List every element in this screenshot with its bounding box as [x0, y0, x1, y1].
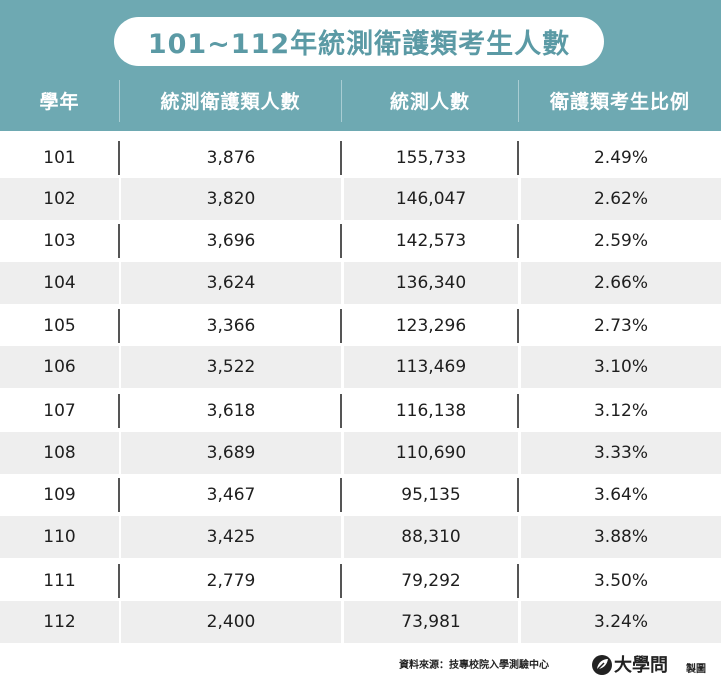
total-count-cell: 136,340 [344, 262, 518, 304]
header-divider [119, 80, 120, 122]
table-row: 105 3,366 123,296 2.73% [0, 305, 721, 347]
column-divider [340, 224, 342, 258]
health-count-cell: 3,876 [206, 148, 256, 168]
year-cell: 110 [0, 516, 119, 558]
table-row: 110 3,425 88,310 3.88% [0, 516, 721, 558]
health-count-cell: 3,624 [121, 262, 341, 304]
table-row: 101 3,876 155,733 2.49% [0, 137, 721, 179]
table-row: 102 3,820 146,047 2.62% [0, 178, 721, 220]
table-header-band: 101~112年統測衛護類考生人數 [0, 0, 721, 131]
table-row: 109 3,467 95,135 3.64% [0, 474, 721, 516]
brand-logo-text: 大學問 [614, 655, 668, 676]
ratio-cell: 3.88% [521, 516, 721, 558]
year-cell: 112 [0, 601, 119, 643]
column-divider [517, 309, 519, 343]
chart-title: 101~112年統測衛護類考生人數 [114, 17, 604, 66]
health-count-cell: 3,689 [121, 432, 341, 474]
column-header-year: 學年 [39, 90, 80, 113]
total-count-cell: 79,292 [401, 571, 461, 591]
column-divider [118, 141, 120, 175]
total-count-cell: 146,047 [344, 178, 518, 220]
health-count-cell: 3,522 [121, 346, 341, 388]
ratio-cell: 3.50% [593, 571, 648, 591]
total-count-cell: 123,296 [395, 316, 467, 336]
year-cell: 109 [43, 485, 76, 505]
ratio-cell: 2.66% [521, 262, 721, 304]
column-divider [118, 394, 120, 428]
header-divider [518, 80, 519, 122]
column-divider [340, 478, 342, 512]
total-count-cell: 73,981 [344, 601, 518, 643]
column-divider [340, 394, 342, 428]
table-row: 112 2,400 73,981 3.24% [0, 601, 721, 643]
ratio-cell: 3.33% [521, 432, 721, 474]
total-count-cell: 88,310 [344, 516, 518, 558]
year-cell: 105 [43, 316, 76, 336]
column-divider [340, 141, 342, 175]
column-header-health-count: 統測衛護類人數 [160, 90, 301, 113]
ratio-cell: 3.12% [593, 401, 648, 421]
year-cell: 108 [0, 432, 119, 474]
health-count-cell: 3,820 [121, 178, 341, 220]
year-cell: 101 [43, 148, 76, 168]
column-divider [517, 478, 519, 512]
health-count-cell: 3,425 [121, 516, 341, 558]
ratio-cell: 2.73% [593, 316, 648, 336]
ratio-cell: 2.62% [521, 178, 721, 220]
year-cell: 104 [0, 262, 119, 304]
table-row: 106 3,522 113,469 3.10% [0, 346, 721, 388]
year-cell: 106 [0, 346, 119, 388]
column-divider [517, 224, 519, 258]
total-count-cell: 142,573 [395, 231, 467, 251]
column-divider [340, 564, 342, 598]
table-row: 104 3,624 136,340 2.66% [0, 262, 721, 304]
column-divider [517, 394, 519, 428]
table-row: 108 3,689 110,690 3.33% [0, 432, 721, 474]
ratio-cell: 2.59% [593, 231, 648, 251]
total-count-cell: 95,135 [401, 485, 461, 505]
ratio-cell: 3.10% [521, 346, 721, 388]
table-row: 107 3,618 116,138 3.12% [0, 390, 721, 432]
leaf-logo-icon [592, 655, 612, 675]
year-cell: 103 [43, 231, 76, 251]
total-count-cell: 110,690 [344, 432, 518, 474]
column-divider [118, 309, 120, 343]
health-count-cell: 3,467 [206, 485, 256, 505]
column-divider [340, 309, 342, 343]
year-cell: 107 [43, 401, 76, 421]
year-cell: 102 [0, 178, 119, 220]
table-row: 103 3,696 142,573 2.59% [0, 220, 721, 262]
header-divider [341, 80, 342, 122]
column-divider [118, 478, 120, 512]
health-count-cell: 3,366 [206, 316, 256, 336]
column-divider [517, 141, 519, 175]
total-count-cell: 155,733 [395, 148, 467, 168]
ratio-cell: 3.64% [593, 485, 648, 505]
column-header-total-count: 統測人數 [389, 90, 470, 113]
health-count-cell: 2,779 [206, 571, 256, 591]
brand-suffix: 製圖 [686, 664, 706, 675]
health-count-cell: 3,618 [206, 401, 256, 421]
ratio-cell: 3.24% [521, 601, 721, 643]
column-divider [118, 224, 120, 258]
health-count-cell: 2,400 [121, 601, 341, 643]
column-header-ratio: 衛護類考生比例 [549, 90, 690, 113]
ratio-cell: 2.49% [593, 148, 648, 168]
health-count-cell: 3,696 [206, 231, 256, 251]
total-count-cell: 113,469 [344, 346, 518, 388]
column-divider [517, 564, 519, 598]
total-count-cell: 116,138 [395, 401, 467, 421]
column-divider [118, 564, 120, 598]
table-row: 111 2,779 79,292 3.50% [0, 560, 721, 602]
data-source-note: 資料來源：技專校院入學測驗中心 [399, 660, 549, 671]
year-cell: 111 [43, 571, 76, 591]
